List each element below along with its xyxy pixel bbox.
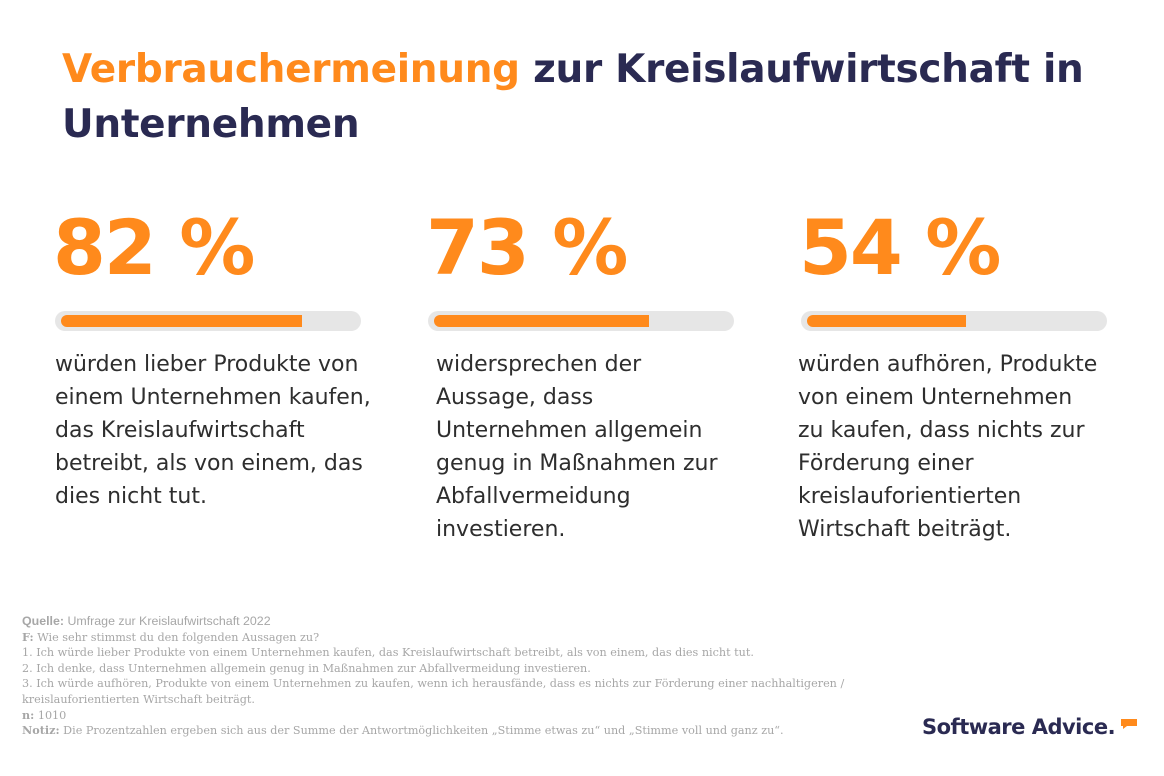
footnote-n-text: 1010	[34, 708, 67, 722]
footnote-item-3b: kreislauforientierten Wirtschaft beiträg…	[22, 692, 255, 706]
footnote-question-label: F:	[22, 629, 34, 644]
stat-description: würden aufhören, Produkte von einem Unte…	[798, 352, 1098, 542]
footnote: Quelle: Umfrage zur Kreislaufwirtschaft …	[22, 614, 902, 739]
bar-track	[428, 311, 734, 331]
footnote-item-2: 2. Ich denke, dass Unternehmen allgemein…	[22, 661, 591, 675]
footnote-note: Notiz: Die Prozentzahlen ergeben sich au…	[22, 723, 902, 739]
footnote-n: n: 1010	[22, 708, 902, 724]
stat-2: 73 % widersprechen der Aussage, dass Unt…	[426, 200, 758, 542]
footnote-note-label: Notiz:	[22, 723, 60, 738]
stat-value: 82 %	[53, 203, 255, 292]
footnote-note-text: Die Prozentzahlen ergeben sich aus der S…	[59, 724, 784, 738]
footnote-question: F: Wie sehr stimmst du den folgenden Aus…	[22, 630, 902, 646]
footnote-item-3a: 3. Ich würde aufhören, Produkte von eine…	[22, 677, 845, 691]
title-rest: zur Kreislaufwirtschaft in Unternehmen	[62, 47, 1084, 147]
bar-fill	[807, 315, 966, 327]
bar-fill	[61, 315, 303, 327]
stat-description: würden lieber Produkte von einem Unterne…	[55, 352, 371, 509]
stat-value: 54 %	[799, 203, 1001, 292]
stat-1: 82 % würden lieber Produkte von einem Un…	[53, 200, 385, 509]
footnote-source-label: Quelle:	[22, 614, 64, 628]
footnote-item-1: 1. Ich würde lieber Produkte von einem U…	[22, 646, 754, 660]
stat-value: 73 %	[426, 203, 628, 292]
title-accent: Verbrauchermeinung	[62, 47, 520, 92]
speech-bubble-icon	[1121, 719, 1137, 729]
software-advice-logo: Software Advice.	[922, 715, 1152, 755]
chart-title: Verbrauchermeinung zur Kreislaufwirtscha…	[62, 42, 1122, 152]
stat-3: 54 % würden aufhören, Produkte von einem…	[798, 200, 1131, 542]
bar-track	[55, 311, 361, 331]
footnote-source-text: Umfrage zur Kreislaufwirtschaft 2022	[64, 614, 271, 628]
bar-track	[801, 311, 1107, 331]
bar-fill	[434, 315, 649, 327]
footnote-question-text: Wie sehr stimmst du den folgenden Aussag…	[33, 630, 320, 644]
logo-text: Software Advice.	[922, 715, 1116, 739]
stat-description: widersprechen der Aussage, dass Unterneh…	[436, 352, 718, 542]
footnote-source: Quelle: Umfrage zur Kreislaufwirtschaft …	[22, 614, 902, 630]
footnote-n-label: n:	[22, 707, 35, 722]
